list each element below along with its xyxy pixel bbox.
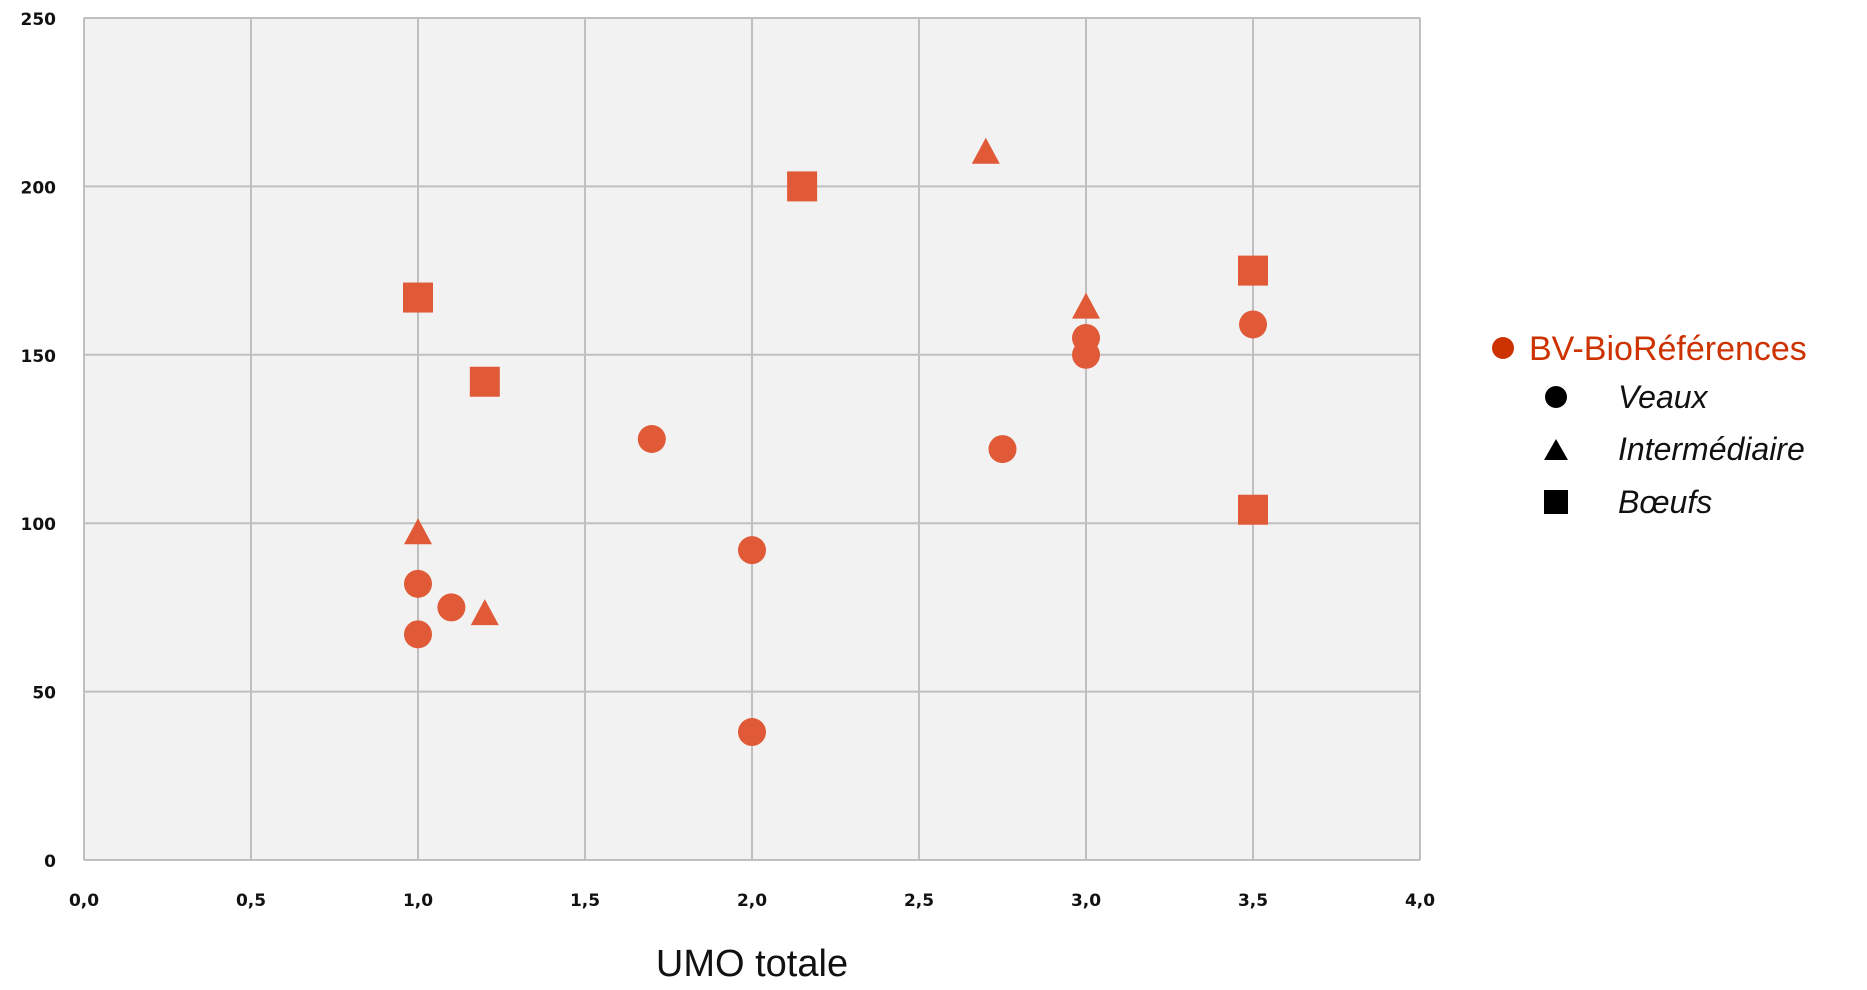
point-circle-5: [738, 718, 766, 747]
x-tick-label-8: 4,0: [1405, 891, 1435, 911]
point-triangle-0: [404, 518, 432, 545]
point-circle-9: [1239, 310, 1267, 339]
point-square-1: [469, 366, 500, 397]
point-circle-2: [437, 593, 466, 622]
x-tick-label-1: 0,5: [236, 891, 266, 911]
point-circle-3: [637, 425, 666, 453]
point-square-2: [787, 171, 818, 202]
legend-intermediaire-label: Intermédiaire: [1618, 431, 1805, 467]
x-tick-label-6: 3,0: [1071, 891, 1101, 911]
gridlines: [83, 17, 1421, 861]
legend-veaux-label: Veaux: [1618, 379, 1709, 415]
x-axis-label: UMO totale: [656, 943, 848, 985]
point-triangle-2: [971, 137, 1000, 164]
y-tick-label-0: 0: [44, 852, 56, 872]
x-axis-ticks: 0,0 0,5 1,0 1,5 2,0 2,5 3,0 3,5 4,0: [69, 891, 1435, 911]
legend-group-label: BV-BioRéférences: [1529, 330, 1807, 368]
y-tick-label-5: 250: [21, 10, 57, 30]
legend-intermediaire-marker: [1544, 439, 1568, 460]
x-tick-label-2: 1,0: [403, 891, 433, 911]
legend-boeufs-label: Bœufs: [1618, 484, 1712, 520]
legend-boeufs-marker: [1544, 490, 1568, 514]
point-circle-4: [738, 536, 766, 565]
x-tick-label-5: 2,5: [904, 891, 934, 911]
legend-group-marker: [1492, 337, 1514, 359]
point-circle-0: [404, 569, 432, 598]
y-tick-label-2: 100: [21, 515, 57, 535]
x-tick-label-7: 3,5: [1238, 891, 1268, 911]
point-square-0: [403, 282, 433, 313]
point-circle-6: [988, 435, 1017, 464]
point-triangle-1: [470, 599, 499, 626]
y-tick-label-4: 200: [21, 178, 57, 198]
y-tick-label-1: 50: [32, 684, 56, 704]
point-square-4: [1238, 494, 1268, 525]
point-triangle-3: [1072, 292, 1100, 319]
x-tick-label-3: 1,5: [570, 891, 600, 911]
x-tick-label-4: 2,0: [737, 891, 767, 911]
data-points: [403, 137, 1268, 747]
point-circle-1: [404, 620, 432, 649]
y-axis-ticks: 0 50 100 150 200 250: [21, 10, 57, 872]
point-square-3: [1238, 255, 1268, 286]
x-tick-label-0: 0,0: [69, 891, 99, 911]
legend-veaux-marker: [1545, 386, 1567, 408]
point-circle-8: [1072, 340, 1100, 369]
legend: BV-BioRéférences Veaux Intermédiaire Bœu…: [1492, 330, 1807, 520]
y-tick-label-3: 150: [21, 347, 57, 367]
